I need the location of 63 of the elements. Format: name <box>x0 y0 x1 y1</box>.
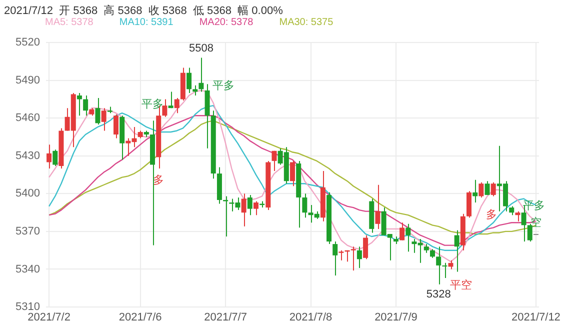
annotation: 平多 <box>212 79 234 92</box>
annotation: 多 <box>486 208 497 222</box>
candlestick <box>76 92 82 116</box>
candlestick <box>253 200 258 216</box>
candlestick <box>332 241 338 276</box>
candlestick <box>290 160 295 187</box>
candlestick <box>472 179 478 203</box>
candlestick <box>400 222 405 241</box>
candlestick <box>356 246 362 268</box>
candlestick <box>454 230 460 272</box>
x-tick-label: 2021/7/12 <box>511 312 560 324</box>
candlestick <box>338 250 344 261</box>
x-tick-label: 2021/7/6 <box>118 312 162 324</box>
candlestick <box>527 223 532 242</box>
y-tick-label: 5400 <box>16 188 40 200</box>
candlestick <box>442 262 448 279</box>
candlestick <box>484 180 490 196</box>
candlestick <box>436 246 442 285</box>
candlestick <box>52 149 58 166</box>
candlestick <box>466 190 472 218</box>
x-tick-label: 2021/7/9 <box>374 312 418 324</box>
candlestick <box>46 144 52 170</box>
annotation: 5508 <box>188 42 214 55</box>
text: MA20: 5378 <box>199 17 254 28</box>
x-tick-label: 2021/7/8 <box>289 312 332 324</box>
y-tick-label: 5520 <box>16 36 40 49</box>
x-tick-label: 2021/7/2 <box>28 312 70 324</box>
candlestick <box>95 98 100 125</box>
candlestick <box>247 194 252 216</box>
candlestick <box>192 84 198 96</box>
annotation: 空 <box>530 216 542 229</box>
candlestick <box>198 57 204 92</box>
candlestick <box>363 234 368 260</box>
candlestick <box>406 223 411 252</box>
candlestick <box>490 182 496 197</box>
text: MA5: 5378 <box>45 17 94 28</box>
candlestick <box>168 91 174 109</box>
y-tick-label: 5310 <box>16 301 40 314</box>
candlestick <box>101 108 106 132</box>
y-tick-label: 5370 <box>16 225 40 238</box>
y-tick-label: 5340 <box>16 263 40 276</box>
annotation: 平空 <box>450 278 472 292</box>
annotation: 5328 <box>426 288 451 300</box>
chart-title: 2021/7/12 开 5368 高 5368 收 5368 低 5368 幅 0.00% <box>4 4 283 18</box>
candlestick <box>375 184 380 230</box>
y-tick-label: 5490 <box>16 74 40 86</box>
candlestick <box>241 193 246 227</box>
text: MA10: 5391 <box>119 17 174 28</box>
candlestick <box>478 182 484 198</box>
y-tick-label: 5430 <box>16 150 40 162</box>
candlestick <box>302 193 308 218</box>
y-tick-label: 5460 <box>16 112 40 124</box>
candlestick <box>350 246 356 271</box>
candlestick <box>174 98 180 114</box>
annotation: 平多 <box>142 98 164 111</box>
candlestick <box>186 67 192 94</box>
candlestick <box>162 98 168 118</box>
candlestick <box>515 210 520 222</box>
candlestick <box>83 94 88 116</box>
x-tick-label: 2021/7/7 <box>204 312 247 324</box>
candlestick <box>113 114 118 139</box>
candlestick <box>272 150 277 172</box>
text: MA30: 5375 <box>279 17 334 28</box>
